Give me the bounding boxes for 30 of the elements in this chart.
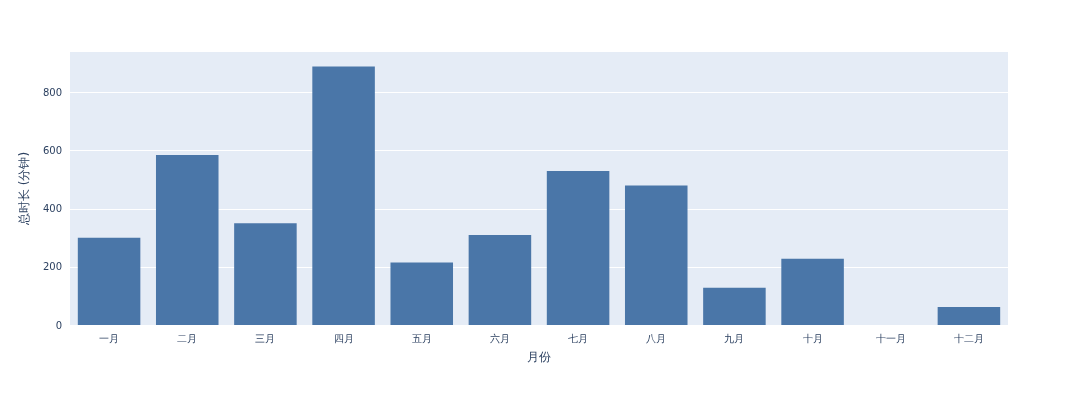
x-tick-label: 十月 (802, 332, 823, 344)
y-tick-label: 600 (42, 145, 62, 157)
x-tick-label: 三月 (255, 332, 276, 344)
x-tick-label: 二月 (177, 332, 198, 344)
x-tick-label: 十二月 (953, 332, 984, 344)
bar (77, 237, 141, 325)
x-tick-label: 七月 (568, 332, 589, 344)
y-tick-label: 400 (42, 203, 62, 215)
bar (234, 223, 297, 325)
y-tick-label: 0 (55, 319, 62, 331)
bar (703, 287, 766, 325)
x-tick-label: 六月 (489, 332, 510, 344)
x-tick-label: 四月 (333, 332, 354, 344)
bar (468, 234, 532, 325)
bar (155, 155, 219, 325)
x-tick-label: 十一月 (875, 332, 906, 344)
x-axis-title: 月份 (527, 350, 551, 364)
x-tick-label: 九月 (724, 332, 745, 344)
bar (390, 262, 454, 325)
bar (546, 171, 610, 325)
bar (781, 258, 844, 325)
y-axis-title: 总时长 (分钟) (17, 151, 31, 227)
y-tick-label: 200 (42, 261, 62, 273)
bar (937, 306, 1001, 325)
bar (624, 185, 688, 325)
y-tick-label: 800 (42, 87, 62, 99)
bar (312, 66, 375, 325)
x-tick-label: 一月 (99, 332, 120, 344)
x-tick-label: 五月 (411, 332, 432, 344)
x-tick-label: 八月 (646, 332, 667, 344)
